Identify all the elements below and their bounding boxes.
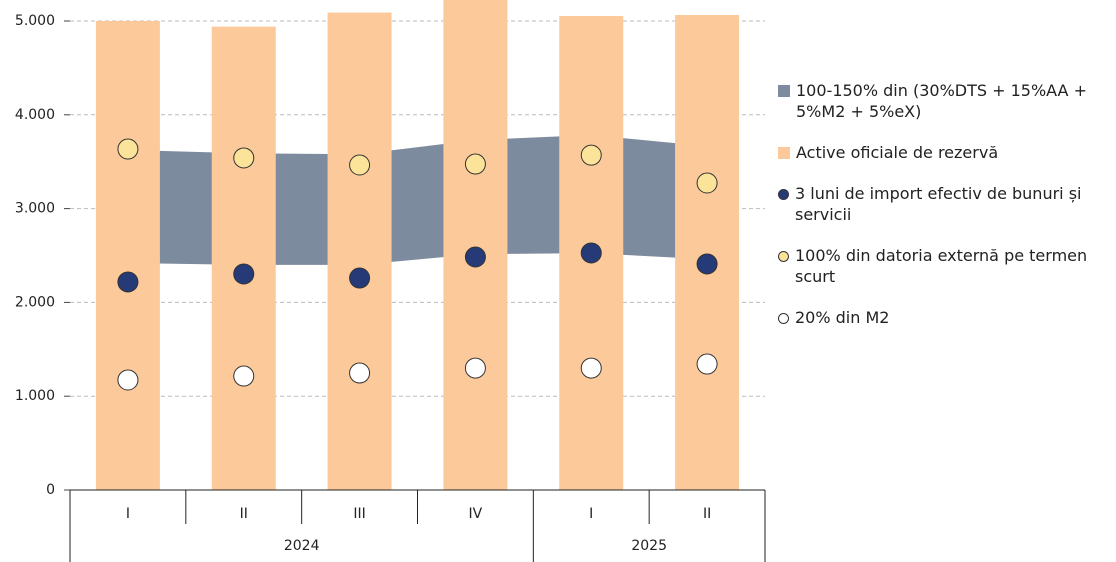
legend-item: Active oficiale de rezervă	[778, 142, 1113, 163]
x-tick-label: IV	[469, 506, 483, 522]
dot	[349, 267, 371, 289]
y-tick-label: 5.000	[15, 13, 55, 29]
legend: 100-150% din (30%DTS + 15%AA + 5%M2 + 5%…	[778, 80, 1113, 348]
legend-swatch	[778, 251, 789, 262]
y-tick-label: 2.000	[15, 294, 55, 310]
legend-item: 100-150% din (30%DTS + 15%AA + 5%M2 + 5%…	[778, 80, 1113, 122]
x-tick-label: II	[703, 506, 711, 522]
x-tick-label: III	[353, 506, 365, 522]
dot	[117, 369, 139, 391]
legend-label: 20% din M2	[795, 308, 890, 327]
bar	[327, 12, 392, 490]
legend-label: 3 luni de import efectiv de bunuri și se…	[795, 184, 1082, 224]
dot	[117, 271, 139, 293]
dot	[464, 153, 486, 175]
x-tick-label: I	[126, 506, 130, 522]
dot	[580, 242, 602, 264]
y-tick-label: 4.000	[15, 107, 55, 123]
legend-item: 100% din datoria externă pe termen scurt	[778, 245, 1113, 287]
dot	[464, 357, 486, 379]
dot	[117, 138, 139, 160]
bar	[211, 26, 276, 490]
dot	[696, 172, 718, 194]
y-tick-label: 0	[46, 482, 55, 498]
x-tick-label: I	[589, 506, 593, 522]
dot	[349, 362, 371, 384]
y-tick-label: 3.000	[15, 201, 55, 217]
legend-item: 20% din M2	[778, 307, 1113, 328]
legend-label: 100% din datoria externă pe termen scurt	[795, 246, 1088, 286]
legend-item: 3 luni de import efectiv de bunuri și se…	[778, 183, 1113, 225]
legend-label: 100-150% din (30%DTS + 15%AA + 5%M2 + 5%…	[796, 81, 1087, 121]
legend-swatch	[778, 147, 790, 159]
dot	[696, 353, 718, 375]
group-label: 2024	[284, 538, 320, 554]
dot	[233, 365, 255, 387]
dot	[580, 144, 602, 166]
y-tick-label: 1.000	[15, 388, 55, 404]
legend-label: Active oficiale de rezervă	[796, 143, 999, 162]
dot	[580, 357, 602, 379]
legend-swatch	[778, 85, 790, 97]
group-label: 2025	[631, 538, 667, 554]
bar	[675, 15, 740, 490]
x-tick-label: II	[240, 506, 248, 522]
dot	[696, 253, 718, 275]
dot	[464, 246, 486, 268]
bar	[443, 0, 508, 490]
dot	[349, 154, 371, 176]
legend-swatch	[778, 189, 789, 200]
plot-area	[95, 0, 740, 490]
legend-swatch	[778, 313, 789, 324]
bar	[95, 21, 160, 490]
dot	[233, 147, 255, 169]
dot	[233, 263, 255, 285]
